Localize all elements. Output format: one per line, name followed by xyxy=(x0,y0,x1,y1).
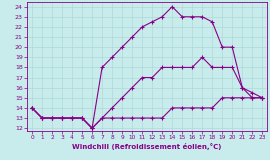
X-axis label: Windchill (Refroidissement éolien,°C): Windchill (Refroidissement éolien,°C) xyxy=(72,143,222,150)
